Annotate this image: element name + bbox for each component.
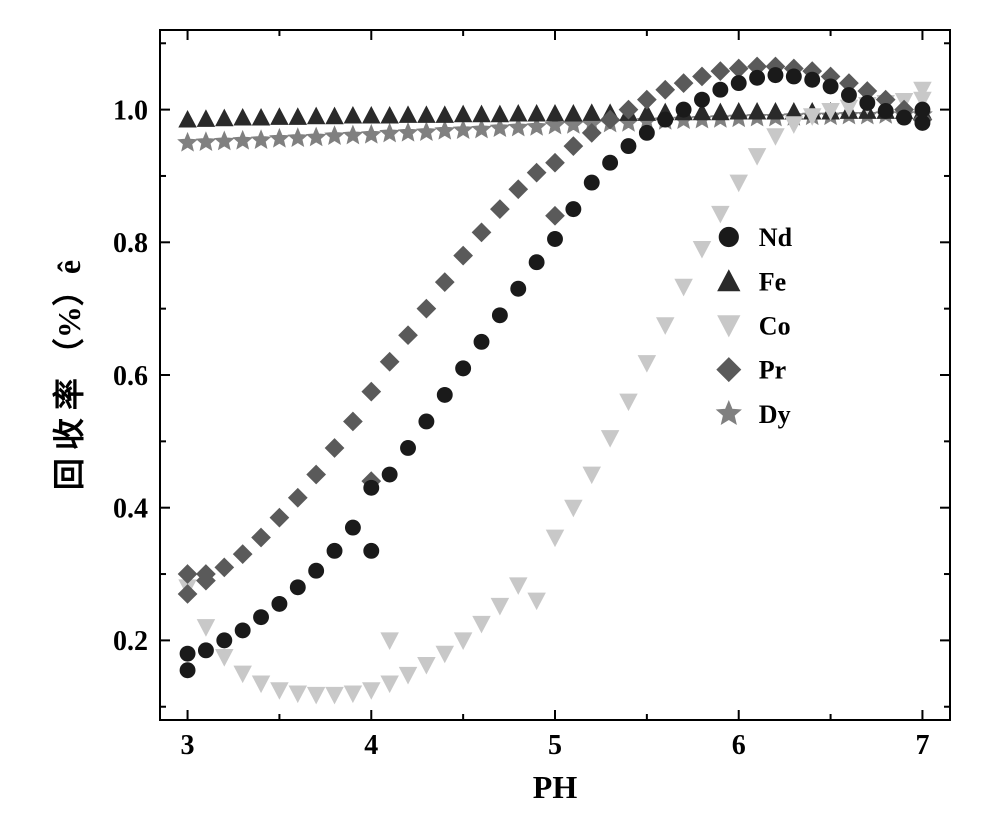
legend-label-Pr: Pr	[759, 356, 786, 385]
x-tick-label: 7	[915, 730, 929, 761]
legend-label-Fe: Fe	[759, 267, 786, 296]
y-axis-label: 回 收 率 （%）ê	[51, 260, 87, 490]
legend-label-Nd: Nd	[759, 223, 793, 252]
x-tick-label: 4	[364, 730, 378, 761]
x-axis-label: PH	[533, 769, 578, 805]
x-tick-label: 6	[732, 730, 746, 761]
y-tick-label: 0.2	[113, 626, 148, 657]
y-tick-label: 0.8	[113, 228, 148, 259]
x-tick-label: 5	[548, 730, 562, 761]
legend-label-Co: Co	[759, 312, 791, 341]
y-tick-label: 0.4	[113, 493, 148, 524]
x-tick-label: 3	[181, 730, 195, 761]
recovery-vs-ph-chart: 3 4 5 6 7 0.2 0.4 0.6 0.8 1.0 PH 回 收 率 （%）ê Nd Fe Co Pr…	[0, 0, 1000, 825]
y-tick-label: 1.0	[113, 95, 148, 126]
y-tick-label: 0.6	[113, 361, 148, 392]
legend-label-Dy: Dy	[759, 400, 791, 429]
